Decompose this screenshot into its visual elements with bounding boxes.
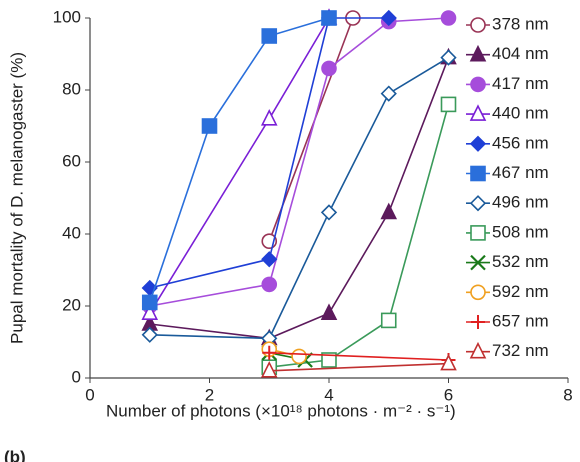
marker	[469, 44, 487, 62]
marker	[469, 341, 487, 359]
x-tick-label: 8	[563, 385, 572, 404]
marker	[141, 303, 159, 320]
marker	[440, 49, 457, 66]
legend-label: 378 nm	[492, 14, 549, 33]
marker	[380, 9, 397, 27]
y-tick-label: 100	[53, 7, 81, 26]
marker	[261, 276, 278, 293]
marker	[470, 165, 486, 182]
marker	[262, 345, 277, 360]
x-tick-label: 4	[324, 385, 333, 404]
marker	[470, 225, 486, 241]
marker	[440, 10, 457, 26]
legend-label: 496 nm	[492, 193, 549, 212]
series-line	[149, 57, 450, 340]
marker	[440, 353, 457, 371]
series-line	[149, 17, 389, 289]
marker	[321, 10, 337, 26]
marker	[321, 60, 337, 77]
legend-label: 657 nm	[492, 311, 549, 330]
marker	[470, 17, 486, 33]
marker	[261, 251, 278, 268]
legend-label: 417 nm	[492, 74, 549, 93]
legend-label: 732 nm	[492, 341, 549, 360]
marker	[260, 109, 278, 126]
legend-label: 440 nm	[492, 104, 549, 123]
y-tick-label: 80	[62, 79, 81, 98]
x-tick-label: 6	[444, 385, 453, 404]
marker	[201, 118, 218, 134]
marker	[469, 195, 487, 212]
y-tick-label: 20	[62, 295, 81, 314]
series-line	[148, 17, 330, 303]
marker	[321, 352, 337, 368]
marker	[141, 294, 158, 311]
panel-label: (b)	[4, 447, 26, 462]
marker	[470, 76, 486, 93]
marker	[380, 202, 398, 220]
marker	[380, 312, 397, 329]
y-tick-label: 0	[72, 367, 81, 386]
marker	[470, 284, 486, 301]
series-line	[269, 362, 449, 372]
marker	[141, 326, 158, 343]
marker	[471, 315, 485, 329]
x-tick-label: 2	[205, 385, 214, 404]
marker	[440, 96, 457, 113]
marker	[320, 204, 338, 221]
marker	[320, 303, 338, 320]
legend-label: 532 nm	[492, 252, 549, 271]
legend-label: 467 nm	[492, 163, 549, 182]
marker	[469, 135, 487, 152]
series-line	[269, 352, 449, 361]
marker	[261, 28, 278, 44]
marker	[260, 361, 278, 378]
y-tick-label: 60	[62, 151, 81, 170]
y-tick-label: 40	[62, 223, 81, 242]
legend-label: 404 nm	[492, 44, 549, 63]
marker	[470, 254, 486, 271]
legend-label: 508 nm	[492, 222, 549, 241]
marker	[469, 104, 487, 121]
series-line	[149, 56, 449, 340]
marker	[380, 85, 397, 102]
marker	[291, 348, 307, 365]
legend-label: 592 nm	[492, 282, 549, 301]
y-axis-label: Pupal mortality of D. melanogaster (%)	[7, 52, 26, 344]
legend-label: 456 nm	[492, 133, 549, 152]
x-axis-label: Number of photons (×10¹⁸ photons · m⁻² ·…	[106, 401, 456, 420]
x-tick-label: 0	[85, 385, 94, 404]
